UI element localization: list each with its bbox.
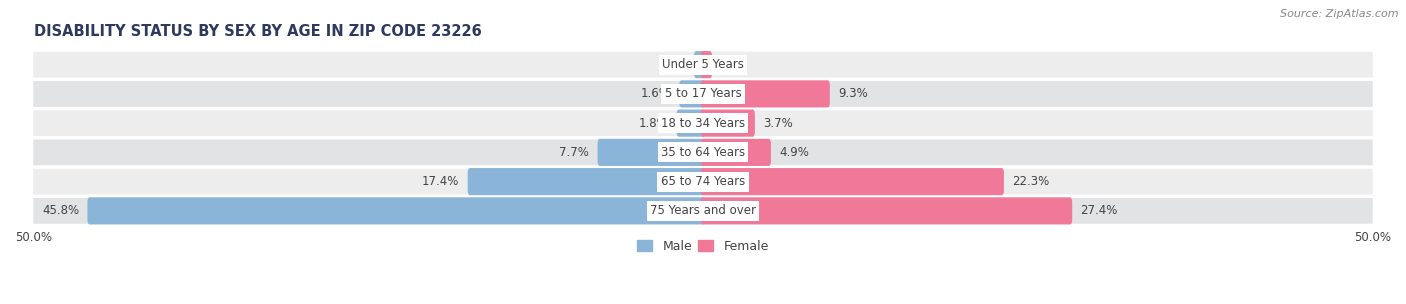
FancyBboxPatch shape <box>679 80 706 107</box>
FancyBboxPatch shape <box>695 51 706 78</box>
Text: 45.8%: 45.8% <box>42 204 79 217</box>
FancyBboxPatch shape <box>700 197 1073 224</box>
Text: Source: ZipAtlas.com: Source: ZipAtlas.com <box>1281 9 1399 19</box>
FancyBboxPatch shape <box>700 139 770 166</box>
FancyBboxPatch shape <box>34 169 1372 195</box>
Text: Under 5 Years: Under 5 Years <box>662 58 744 71</box>
Text: 5 to 17 Years: 5 to 17 Years <box>665 87 741 100</box>
FancyBboxPatch shape <box>34 110 1372 136</box>
Text: 27.4%: 27.4% <box>1081 204 1118 217</box>
Text: 0.0%: 0.0% <box>662 58 692 71</box>
Text: 0.0%: 0.0% <box>714 58 744 71</box>
Text: 65 to 74 Years: 65 to 74 Years <box>661 175 745 188</box>
FancyBboxPatch shape <box>700 168 1004 195</box>
FancyBboxPatch shape <box>700 109 755 137</box>
Text: 9.3%: 9.3% <box>838 87 868 100</box>
Text: 7.7%: 7.7% <box>560 146 589 159</box>
FancyBboxPatch shape <box>700 80 830 107</box>
FancyBboxPatch shape <box>676 109 706 137</box>
Text: 18 to 34 Years: 18 to 34 Years <box>661 117 745 130</box>
Text: 35 to 64 Years: 35 to 64 Years <box>661 146 745 159</box>
FancyBboxPatch shape <box>34 52 1372 78</box>
FancyBboxPatch shape <box>598 139 706 166</box>
FancyBboxPatch shape <box>700 51 711 78</box>
FancyBboxPatch shape <box>34 140 1372 165</box>
Legend: Male, Female: Male, Female <box>633 235 773 258</box>
Text: 3.7%: 3.7% <box>763 117 793 130</box>
FancyBboxPatch shape <box>468 168 706 195</box>
Text: 22.3%: 22.3% <box>1012 175 1049 188</box>
FancyBboxPatch shape <box>87 197 706 224</box>
Text: 1.8%: 1.8% <box>638 117 668 130</box>
FancyBboxPatch shape <box>34 81 1372 107</box>
Text: 1.6%: 1.6% <box>641 87 671 100</box>
Text: DISABILITY STATUS BY SEX BY AGE IN ZIP CODE 23226: DISABILITY STATUS BY SEX BY AGE IN ZIP C… <box>34 24 481 39</box>
Text: 75 Years and over: 75 Years and over <box>650 204 756 217</box>
FancyBboxPatch shape <box>34 198 1372 224</box>
Text: 4.9%: 4.9% <box>779 146 810 159</box>
Text: 17.4%: 17.4% <box>422 175 460 188</box>
